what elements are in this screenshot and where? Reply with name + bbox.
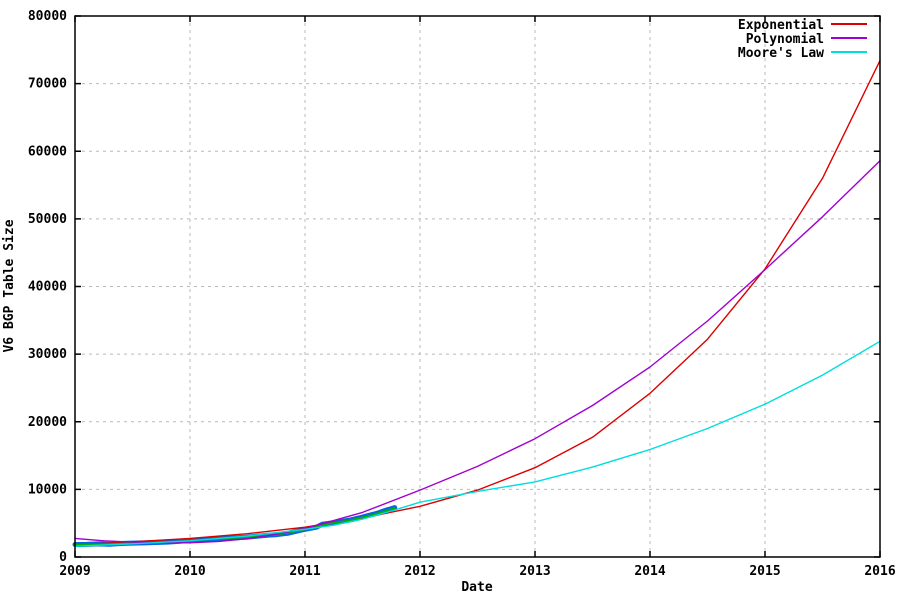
x-tick-label: 2016 — [864, 564, 895, 579]
x-tick-label: 2014 — [634, 564, 665, 579]
x-tick-label: 2009 — [59, 564, 90, 579]
y-tick-label: 70000 — [28, 77, 67, 92]
legend: Exponential Polynomial Moore's Law — [738, 18, 867, 61]
legend-label-polynomial: Polynomial — [746, 32, 824, 47]
y-tick-label: 0 — [59, 550, 67, 565]
series-moore-s-law — [74, 340, 881, 547]
x-axis-label: Date — [461, 580, 492, 595]
series-v6-bgp-measured-data — [72, 505, 398, 547]
x-tick-label: 2015 — [749, 564, 780, 579]
y-tick-label: 10000 — [28, 482, 67, 497]
y-tick-label: 80000 — [28, 9, 67, 24]
tick-marks — [74, 15, 881, 558]
x-tick-label: 2011 — [289, 564, 320, 579]
legend-label-moores-law: Moore's Law — [738, 46, 824, 61]
legend-entry-moores-law: Moore's Law — [738, 46, 867, 61]
series-layer — [72, 59, 881, 547]
series-polynomial — [74, 159, 881, 544]
legend-entry-exponential: Exponential — [738, 18, 867, 33]
legend-entry-polynomial: Polynomial — [746, 32, 867, 47]
y-tick-label: 40000 — [28, 280, 67, 295]
x-tick-label: 2013 — [519, 564, 550, 579]
y-axis-label: V6 BGP Table Size — [2, 219, 17, 352]
grid-layer — [75, 16, 880, 557]
y-tick-label: 30000 — [28, 347, 67, 362]
y-tick-label: 20000 — [28, 415, 67, 430]
legend-label-exponential: Exponential — [738, 18, 824, 33]
y-tick-label: 50000 — [28, 212, 67, 227]
x-tick-label: 2010 — [174, 564, 205, 579]
y-tick-label: 60000 — [28, 144, 67, 159]
x-tick-label: 2012 — [404, 564, 435, 579]
tick-labels: 2009 2010 2011 2012 2013 2014 2015 2016 0 10000 20… — [28, 9, 896, 579]
series-exponential — [74, 59, 881, 546]
